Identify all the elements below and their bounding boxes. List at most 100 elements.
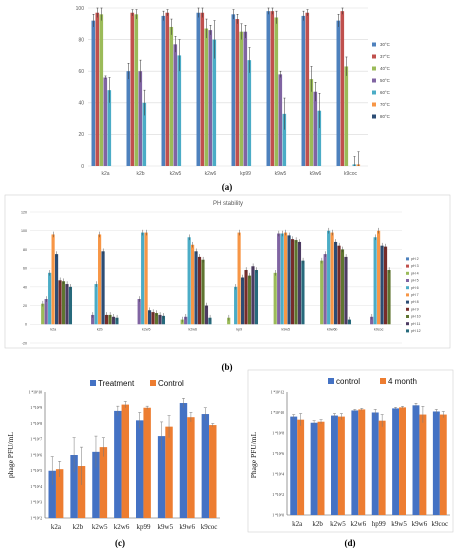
x-tick-label: k9coc bbox=[374, 327, 384, 331]
bar bbox=[209, 425, 217, 518]
legend-swatch bbox=[150, 380, 156, 386]
bar bbox=[115, 317, 119, 325]
bar bbox=[412, 405, 420, 515]
bar bbox=[208, 317, 212, 325]
y-tick-label: 60 bbox=[23, 267, 27, 271]
bar bbox=[138, 71, 143, 166]
legend-label: 50°C bbox=[380, 78, 390, 83]
legend-label: pH 7 bbox=[411, 293, 419, 297]
bar bbox=[104, 314, 109, 325]
bar bbox=[327, 230, 331, 325]
bar bbox=[77, 466, 86, 518]
bar bbox=[204, 28, 209, 167]
legend-label: 80°C bbox=[380, 114, 390, 119]
bar bbox=[98, 234, 102, 325]
y-tick-label: 1 *10^6 bbox=[30, 453, 42, 457]
bar bbox=[380, 245, 384, 325]
bar bbox=[136, 420, 144, 518]
x-tick-label: kp9 bbox=[236, 327, 242, 331]
bar bbox=[331, 415, 338, 515]
bar bbox=[99, 14, 104, 166]
y-tick-label: 1 *10^6 bbox=[272, 452, 284, 456]
bar bbox=[147, 310, 152, 325]
legend-swatch bbox=[372, 114, 376, 119]
y-tick-label: 1 *10^7 bbox=[30, 438, 42, 442]
x-tick-label: k9w5 bbox=[158, 523, 174, 531]
legend-label: 40°C bbox=[380, 66, 390, 71]
y-tick-label: 1 *10^3 bbox=[30, 501, 42, 505]
bar bbox=[187, 237, 191, 325]
bar bbox=[103, 77, 108, 166]
x-tick-label: k9w6b bbox=[327, 327, 337, 331]
bar bbox=[247, 275, 252, 325]
bar bbox=[121, 404, 129, 518]
x-tick-label: k2w6 bbox=[189, 327, 197, 331]
bar bbox=[161, 15, 166, 167]
legend-swatch bbox=[406, 315, 409, 318]
x-tick-label: k2a bbox=[292, 520, 303, 528]
bar bbox=[278, 74, 283, 166]
bar bbox=[351, 410, 359, 515]
y-tick-label: 1 *10^0 bbox=[272, 513, 284, 517]
y-tick-label: 1 *10^4 bbox=[30, 485, 42, 489]
bar bbox=[383, 246, 388, 325]
bar bbox=[165, 12, 170, 166]
legend-swatch bbox=[372, 90, 376, 95]
bar bbox=[48, 272, 52, 325]
x-tick-label: k2b bbox=[312, 520, 323, 528]
y-tick-label: 40 bbox=[23, 285, 27, 289]
legend-label: pH 12 bbox=[411, 329, 421, 333]
bar bbox=[208, 30, 213, 167]
bar bbox=[177, 55, 182, 166]
bar bbox=[154, 313, 159, 325]
bar bbox=[201, 259, 205, 325]
bar bbox=[191, 244, 195, 325]
x-tick-label: k2w5 bbox=[170, 171, 182, 177]
x-tick-label: k9w5 bbox=[275, 171, 287, 177]
chart-title: PH stability bbox=[213, 201, 243, 207]
y-tick-label: 1 *10^9 bbox=[30, 406, 42, 410]
bar bbox=[65, 284, 69, 325]
y-tick-label: 1 *10^10 bbox=[29, 390, 43, 394]
bar bbox=[305, 12, 310, 166]
bar bbox=[254, 270, 259, 325]
x-tick-label: k2w6 bbox=[114, 523, 130, 531]
x-tick-label: k9w6 bbox=[179, 523, 195, 531]
bar bbox=[239, 31, 244, 167]
bar bbox=[169, 26, 174, 167]
bar bbox=[197, 256, 202, 325]
bar bbox=[247, 60, 252, 166]
x-tick-label: k9coc bbox=[431, 520, 448, 528]
bar bbox=[344, 66, 349, 166]
bar bbox=[336, 20, 341, 166]
chart-border bbox=[4, 194, 451, 349]
bar bbox=[108, 314, 112, 325]
y-tick-label: -20 bbox=[22, 341, 27, 345]
legend-label: pH 9 bbox=[411, 307, 419, 311]
bar bbox=[91, 314, 95, 325]
legend-label: control bbox=[336, 377, 360, 386]
legend-label: pH 8 bbox=[411, 300, 419, 304]
bar bbox=[244, 270, 248, 325]
bar bbox=[323, 254, 327, 325]
legend-swatch bbox=[406, 293, 409, 297]
x-tick-label: kp99 bbox=[136, 523, 151, 531]
bar bbox=[151, 312, 155, 325]
bar bbox=[126, 71, 131, 166]
bar bbox=[194, 251, 198, 325]
bar bbox=[399, 407, 406, 515]
bar bbox=[165, 426, 173, 518]
legend-label: Control bbox=[158, 379, 184, 388]
bar bbox=[94, 284, 98, 325]
legend-swatch bbox=[406, 257, 409, 261]
bar bbox=[297, 419, 305, 515]
bar bbox=[333, 241, 338, 325]
bar bbox=[294, 240, 298, 325]
x-tick-label: hp99 bbox=[372, 520, 387, 528]
legend-swatch bbox=[406, 264, 409, 268]
bar bbox=[231, 14, 236, 166]
x-tick-label: k9w6 bbox=[310, 171, 322, 177]
caption-a: (a) bbox=[222, 182, 233, 192]
legend-label: pH 10 bbox=[411, 315, 421, 319]
legend-swatch bbox=[372, 42, 376, 47]
